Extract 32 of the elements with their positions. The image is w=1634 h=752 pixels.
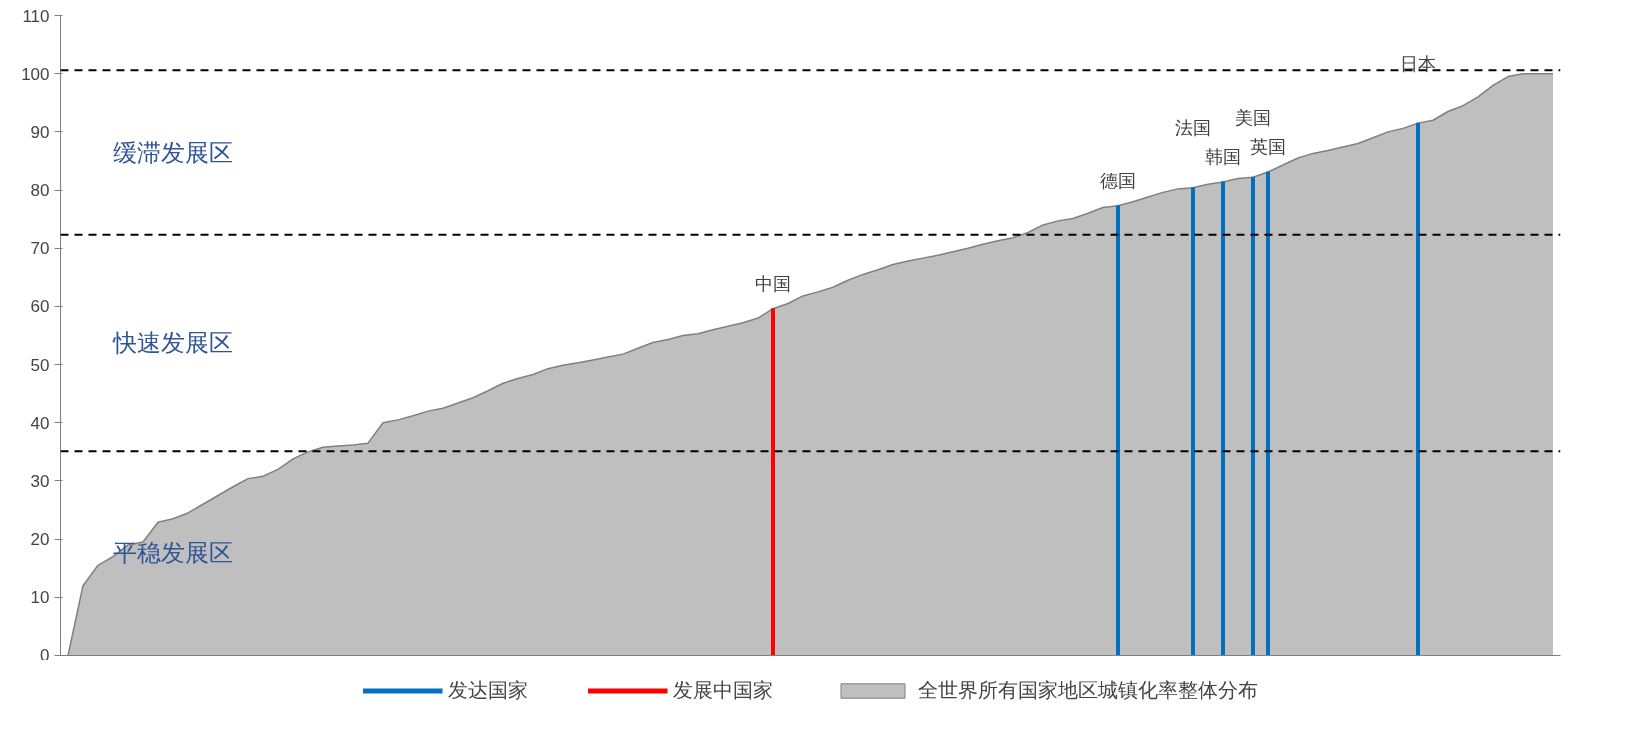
x-tick-label: 德国 bbox=[1100, 171, 1136, 192]
legend-label: 发达国家 bbox=[447, 676, 528, 704]
x-tick-label: 法国 bbox=[1175, 118, 1211, 139]
y-tick-label: 0 bbox=[40, 645, 50, 665]
y-tick-label: 100 bbox=[21, 64, 50, 84]
annotation: 平稳发展区 bbox=[113, 539, 233, 568]
annotation: 缓滞发展区 bbox=[113, 138, 233, 167]
y-tick-label: 10 bbox=[30, 588, 50, 608]
annotation: 快速发展区 bbox=[112, 329, 233, 358]
y-tick-label: 80 bbox=[30, 181, 50, 201]
y-tick-label: 110 bbox=[22, 6, 50, 26]
bar bbox=[1221, 181, 1225, 656]
bar bbox=[1116, 205, 1120, 656]
legend-label: 全世界所有国家地区城镇化率整体分布 bbox=[917, 676, 1258, 704]
y-tick-label: 50 bbox=[30, 355, 50, 375]
x-tick-label: 中国 bbox=[755, 274, 791, 295]
x-tick-label: 英国 bbox=[1250, 137, 1286, 158]
x-tick-label: 日本 bbox=[1400, 53, 1436, 74]
bar bbox=[771, 308, 775, 656]
bar bbox=[1416, 122, 1420, 656]
y-tick-label: 30 bbox=[30, 471, 50, 491]
legend-label: 发展中国家 bbox=[672, 676, 773, 704]
y-tick-label: 70 bbox=[30, 239, 50, 259]
y-tick-label: 40 bbox=[30, 413, 50, 433]
bar bbox=[1251, 176, 1255, 656]
bar bbox=[1191, 187, 1195, 656]
x-tick-label: 美国 bbox=[1235, 107, 1271, 128]
x-tick-label: 韩国 bbox=[1205, 147, 1241, 168]
y-tick-label: 90 bbox=[30, 122, 50, 142]
y-tick-label: 20 bbox=[30, 530, 50, 550]
bar bbox=[1266, 171, 1270, 656]
y-tick-label: 60 bbox=[30, 297, 50, 317]
